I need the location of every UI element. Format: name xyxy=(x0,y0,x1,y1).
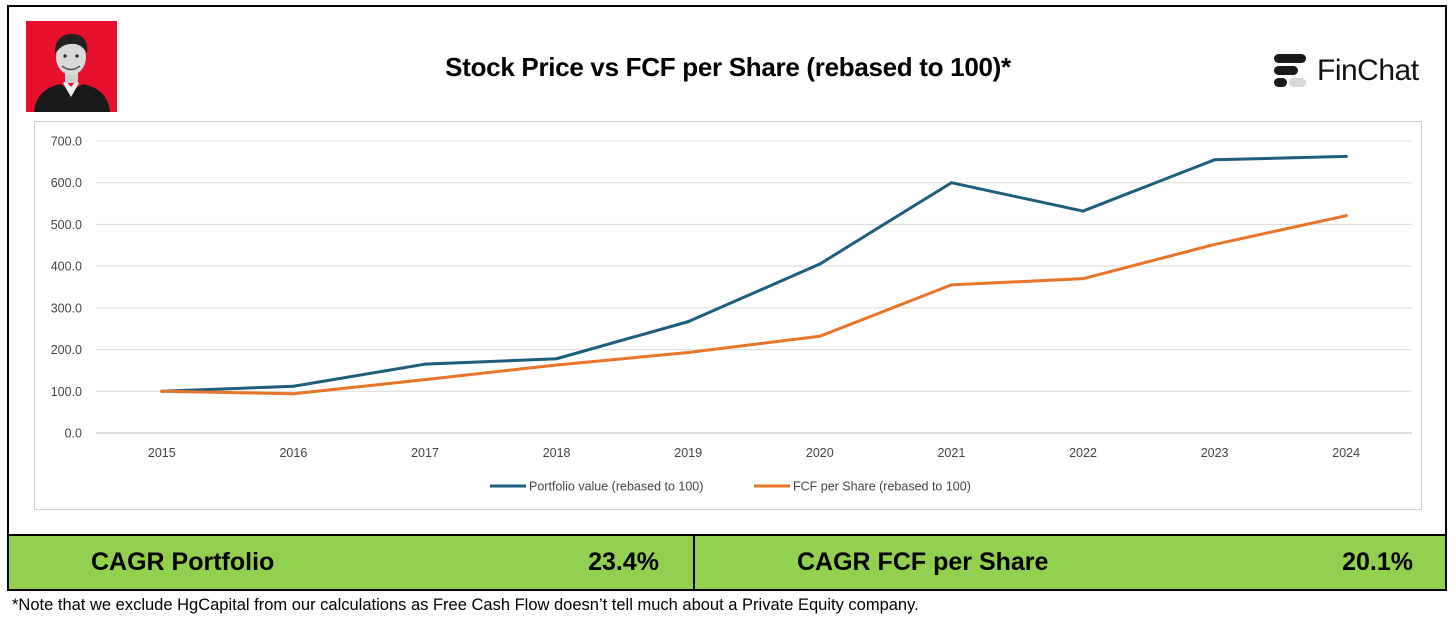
x-tick-label: 2023 xyxy=(1201,446,1229,460)
data-point xyxy=(1213,158,1217,162)
x-tick-label: 2018 xyxy=(543,446,571,460)
data-point xyxy=(1213,242,1217,246)
data-point xyxy=(686,320,690,324)
cagr-fcf-panel: CAGR FCF per Share 20.1% xyxy=(693,534,1447,591)
data-point xyxy=(818,262,822,266)
footnote: *Note that we exclude HgCapital from our… xyxy=(12,596,919,614)
grid-lines xyxy=(96,140,1412,434)
x-tick-label: 2020 xyxy=(806,446,834,460)
chart-area xyxy=(34,121,1422,510)
legend-label: FCF per Share (rebased to 100) xyxy=(793,480,971,494)
data-point xyxy=(949,181,953,185)
data-point xyxy=(686,350,690,354)
x-tick-label: 2015 xyxy=(148,446,176,460)
x-tick-label: 2017 xyxy=(411,446,439,460)
chart-title: Stock Price vs FCF per Share (rebased to… xyxy=(445,52,1011,82)
x-tick-label: 2019 xyxy=(674,446,702,460)
data-point xyxy=(555,357,559,361)
cagr-portfolio-value: 23.4% xyxy=(588,548,659,576)
series-lines xyxy=(160,154,1348,396)
author-avatar xyxy=(26,21,117,112)
y-tick-label: 0.0 xyxy=(65,427,82,441)
data-point xyxy=(160,389,164,393)
data-point xyxy=(291,384,295,388)
y-tick-label: 700.0 xyxy=(51,135,82,149)
legend-label: Portfolio value (rebased to 100) xyxy=(529,480,703,494)
finchat-logo-icon xyxy=(1274,54,1306,87)
y-tick-label: 500.0 xyxy=(51,218,82,232)
data-point xyxy=(1344,154,1348,158)
cagr-portfolio-label: CAGR Portfolio xyxy=(91,548,275,576)
data-point xyxy=(1081,209,1085,213)
y-tick-label: 600.0 xyxy=(51,176,82,190)
cagr-fcf-value: 20.1% xyxy=(1342,548,1413,576)
cagr-fcf-label: CAGR FCF per Share xyxy=(797,548,1049,576)
y-tick-label: 300.0 xyxy=(51,301,82,315)
data-point xyxy=(1081,277,1085,281)
series-line-2 xyxy=(160,214,1348,396)
data-point xyxy=(1344,214,1348,218)
data-point xyxy=(423,378,427,382)
author-portrait-image xyxy=(26,21,117,112)
data-point xyxy=(818,334,822,338)
brand-logo: FinChat xyxy=(1272,52,1419,90)
data-point xyxy=(291,392,295,396)
y-axis-ticks: 0.0 100.0 200.0 300.0 400.0 500.0 600.0 700.0 xyxy=(51,135,82,441)
data-point xyxy=(949,283,953,287)
x-tick-label: 2016 xyxy=(279,446,307,460)
y-tick-label: 100.0 xyxy=(51,385,82,399)
cagr-portfolio-panel: CAGR Portfolio 23.4% xyxy=(7,534,695,591)
x-tick-label: 2022 xyxy=(1069,446,1097,460)
y-tick-label: 400.0 xyxy=(51,260,82,274)
x-tick-label: 2024 xyxy=(1332,446,1360,460)
brand-name: FinChat xyxy=(1317,54,1419,87)
y-tick-label: 200.0 xyxy=(51,343,82,357)
data-point xyxy=(555,363,559,367)
data-point xyxy=(423,362,427,366)
x-axis-ticks: 2015 2016 2017 2018 2019 2020 2021 2022 2023 2024 xyxy=(148,446,1360,460)
x-tick-label: 2021 xyxy=(937,446,965,460)
chart-legend: Portfolio value (rebased to 100) FCF per … xyxy=(490,480,971,494)
series-line-1 xyxy=(160,154,1348,393)
